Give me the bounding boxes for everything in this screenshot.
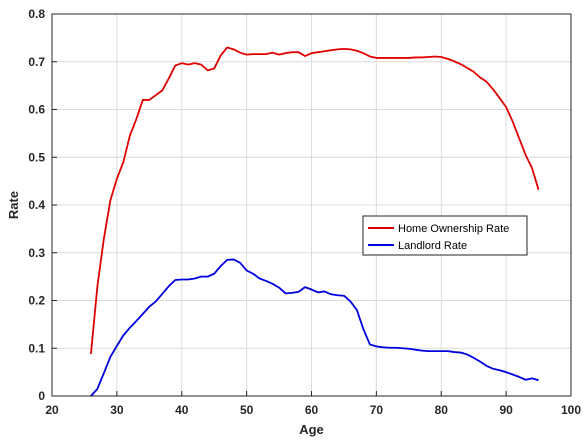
legend: Home Ownership Rate Landlord Rate [362,215,528,256]
y-tick-label: 0.7 [28,55,45,69]
y-tick-label: 0.4 [28,198,45,212]
axis-ticks: 20 30 40 50 60 70 80 90 100 0 0.1 0.2 0.3 0.4 0.5 0.6 0.… [28,7,581,417]
x-tick-label: 20 [45,403,59,417]
x-tick-label: 50 [240,403,254,417]
x-tick-label: 70 [370,403,384,417]
y-axis-title: Rate [6,191,21,219]
series-layer [90,46,540,397]
x-tick-label: 90 [499,403,513,417]
legend-label-home-ownership: Home Ownership Rate [398,223,509,235]
legend-label-landlord: Landlord Rate [398,240,467,252]
x-tick-label: 100 [561,403,581,417]
x-tick-label: 40 [175,403,189,417]
y-tick-label: 0.1 [28,341,45,355]
x-tick-label: 30 [110,403,124,417]
y-tick-label: 0.5 [28,150,45,164]
y-tick-label: 0.2 [28,294,45,308]
landlord-rate-line [90,258,539,397]
home-ownership-rate-line [90,46,540,355]
legend-box [362,215,528,256]
y-tick-label: 0 [38,389,45,403]
y-tick-label: 0.6 [28,103,45,117]
x-tick-label: 60 [305,403,319,417]
y-tick-label: 0.8 [28,7,45,21]
x-tick-label: 80 [435,403,449,417]
y-tick-label: 0.3 [28,246,45,260]
x-axis-title: Age [299,422,324,437]
